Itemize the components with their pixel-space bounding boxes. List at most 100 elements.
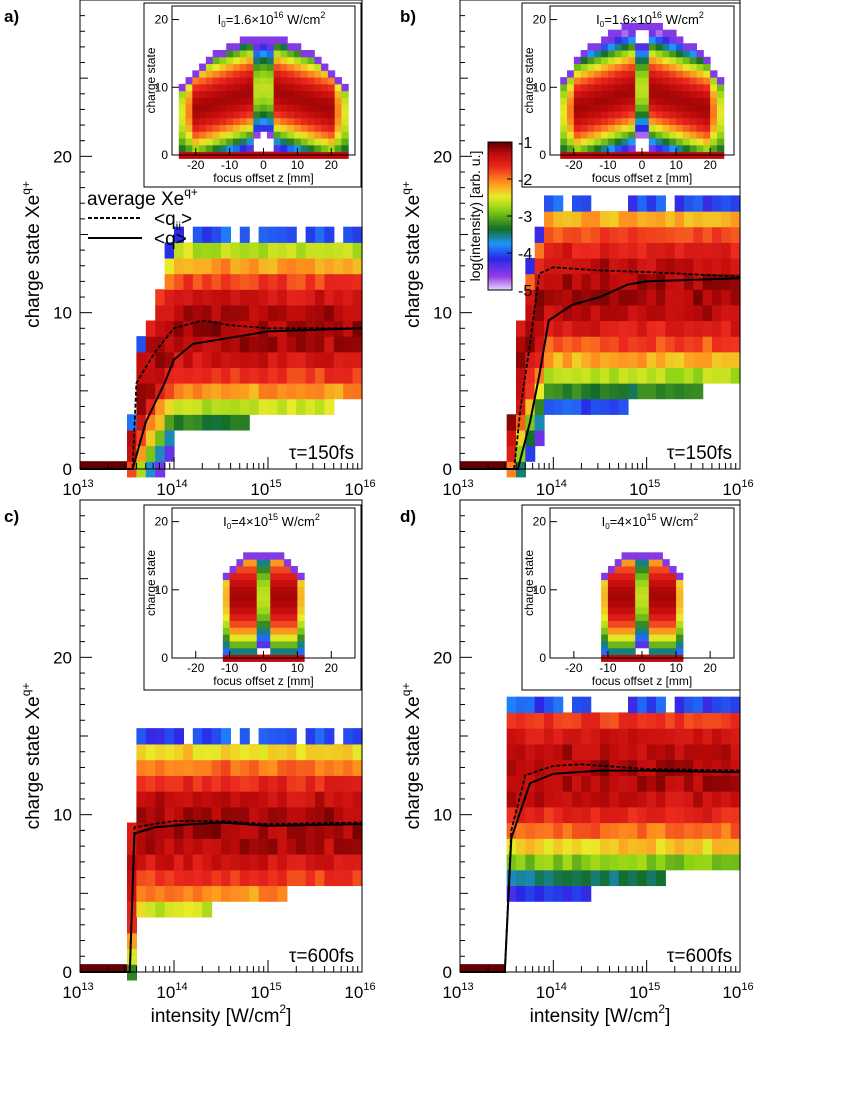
inset-heatmap-bin — [226, 90, 234, 98]
heatmap-bin — [693, 743, 704, 761]
heatmap-bin — [296, 869, 307, 887]
heatmap-bin — [628, 869, 638, 887]
colorbar-cell — [488, 218, 512, 222]
series-line-q — [460, 277, 741, 470]
heatmap-bin — [343, 304, 354, 322]
heatmap-bin — [721, 854, 732, 871]
inset-heatmap-bin — [236, 565, 244, 574]
heatmap-bin — [155, 743, 166, 761]
heatmap-bin — [221, 869, 231, 887]
heatmap-bin — [712, 791, 722, 808]
inset-heatmap-bin — [263, 600, 271, 608]
inset-heatmap-bin — [689, 43, 698, 51]
heatmap-bin — [712, 226, 722, 243]
heatmap-bin — [656, 806, 666, 824]
inset-heatmap-bin — [614, 627, 623, 635]
heatmap-bin — [155, 320, 166, 337]
y-tick-label: 20 — [433, 648, 452, 667]
heatmap-bin — [544, 320, 554, 337]
inset-heatmap-bin — [219, 63, 227, 71]
inset-heatmap-bin — [249, 613, 258, 621]
inset-heatmap-bin — [676, 43, 684, 51]
heatmap-bin — [684, 838, 694, 855]
inset-heatmap-bin — [283, 593, 292, 601]
inset-heatmap-bin — [260, 50, 268, 58]
heatmap-bin — [296, 351, 307, 368]
inset-heatmap-bin — [614, 50, 623, 58]
heatmap-bin — [136, 351, 147, 368]
inset-heatmap-bin — [212, 131, 220, 139]
inset-heatmap-bin — [219, 97, 227, 105]
inset-heatmap-bin — [621, 572, 629, 581]
inset-heatmap-bin — [185, 144, 193, 153]
inset-heatmap-bin — [560, 97, 568, 105]
heatmap-bin — [637, 759, 648, 776]
heatmap-bin — [730, 775, 741, 792]
inset-heatmap-bin — [219, 138, 227, 146]
heatmap-bin — [352, 822, 363, 839]
inset-heatmap-bin — [621, 559, 629, 567]
heatmap-bin — [572, 398, 582, 415]
heatmap-bin — [155, 885, 166, 902]
heatmap-bin — [136, 775, 147, 792]
inset-heatmap-bin — [280, 56, 288, 65]
inset-heatmap-bin — [212, 124, 220, 132]
inset-heatmap-bin — [621, 593, 629, 601]
inset-heatmap-bin — [266, 70, 275, 78]
heatmap-bin — [600, 289, 610, 306]
heatmap-bin — [230, 242, 241, 259]
y-tick-label: 0 — [443, 963, 452, 982]
heatmap-bin — [600, 367, 610, 384]
heatmap-bin — [562, 257, 573, 275]
heatmap-bin — [525, 367, 536, 384]
inset-heatmap-bin — [669, 606, 677, 615]
heatmap-bin — [665, 320, 676, 337]
heatmap-bin — [343, 775, 354, 792]
inset-heatmap-bin — [669, 593, 677, 601]
heatmap-bin — [315, 728, 325, 745]
heatmap-bin — [174, 242, 184, 259]
colorbar-cell — [488, 208, 512, 212]
inset-x-tick-label: -20 — [565, 158, 583, 172]
inset-heatmap-bin — [682, 63, 691, 71]
heatmap-bin — [544, 367, 554, 384]
inset-heatmap-bin — [334, 124, 342, 132]
inset-heatmap-bin — [212, 77, 220, 85]
heatmap-bin — [192, 414, 203, 431]
heatmap-bin — [730, 336, 741, 353]
inset-heatmap-bin — [280, 36, 288, 44]
inset-heatmap-bin — [703, 110, 711, 119]
inset-heatmap-bin — [676, 593, 684, 601]
inset-heatmap-bin — [642, 110, 650, 119]
panel-label: d) — [400, 507, 416, 526]
inset-heatmap-bin — [601, 600, 609, 608]
colorbar-cell — [488, 149, 512, 153]
inset-heatmap-bin — [662, 83, 670, 92]
heatmap-bin — [221, 336, 231, 353]
colorbar-cell — [488, 223, 512, 227]
heatmap-bin — [525, 822, 536, 839]
inset-heatmap-bin — [621, 552, 629, 560]
heatmap-bin — [544, 351, 554, 368]
inset-heatmap-bin — [341, 144, 349, 153]
heatmap-bin — [286, 728, 297, 745]
inset-heatmap-bin — [307, 63, 315, 71]
heatmap-bin — [315, 273, 325, 290]
inset-heatmap-bin — [635, 104, 643, 112]
heatmap-bin — [324, 869, 335, 887]
heatmap-bin — [277, 289, 288, 306]
inset-heatmap-bin — [270, 606, 278, 615]
heatmap-bin — [730, 728, 741, 745]
inset-heatmap-bin — [635, 83, 643, 92]
inset-heatmap-bin — [607, 634, 616, 642]
heatmap-bin — [506, 869, 517, 887]
heatmap-bin — [183, 414, 194, 431]
inset-heatmap-bin — [239, 70, 248, 78]
heatmap-bin — [721, 257, 732, 275]
heatmap-bin — [693, 838, 704, 855]
inset-heatmap-bin — [614, 36, 623, 44]
inset-heatmap-bin — [642, 131, 650, 139]
colorbar-cell — [488, 250, 512, 254]
heatmap-bin — [646, 351, 657, 368]
heatmap-bin — [674, 743, 685, 761]
